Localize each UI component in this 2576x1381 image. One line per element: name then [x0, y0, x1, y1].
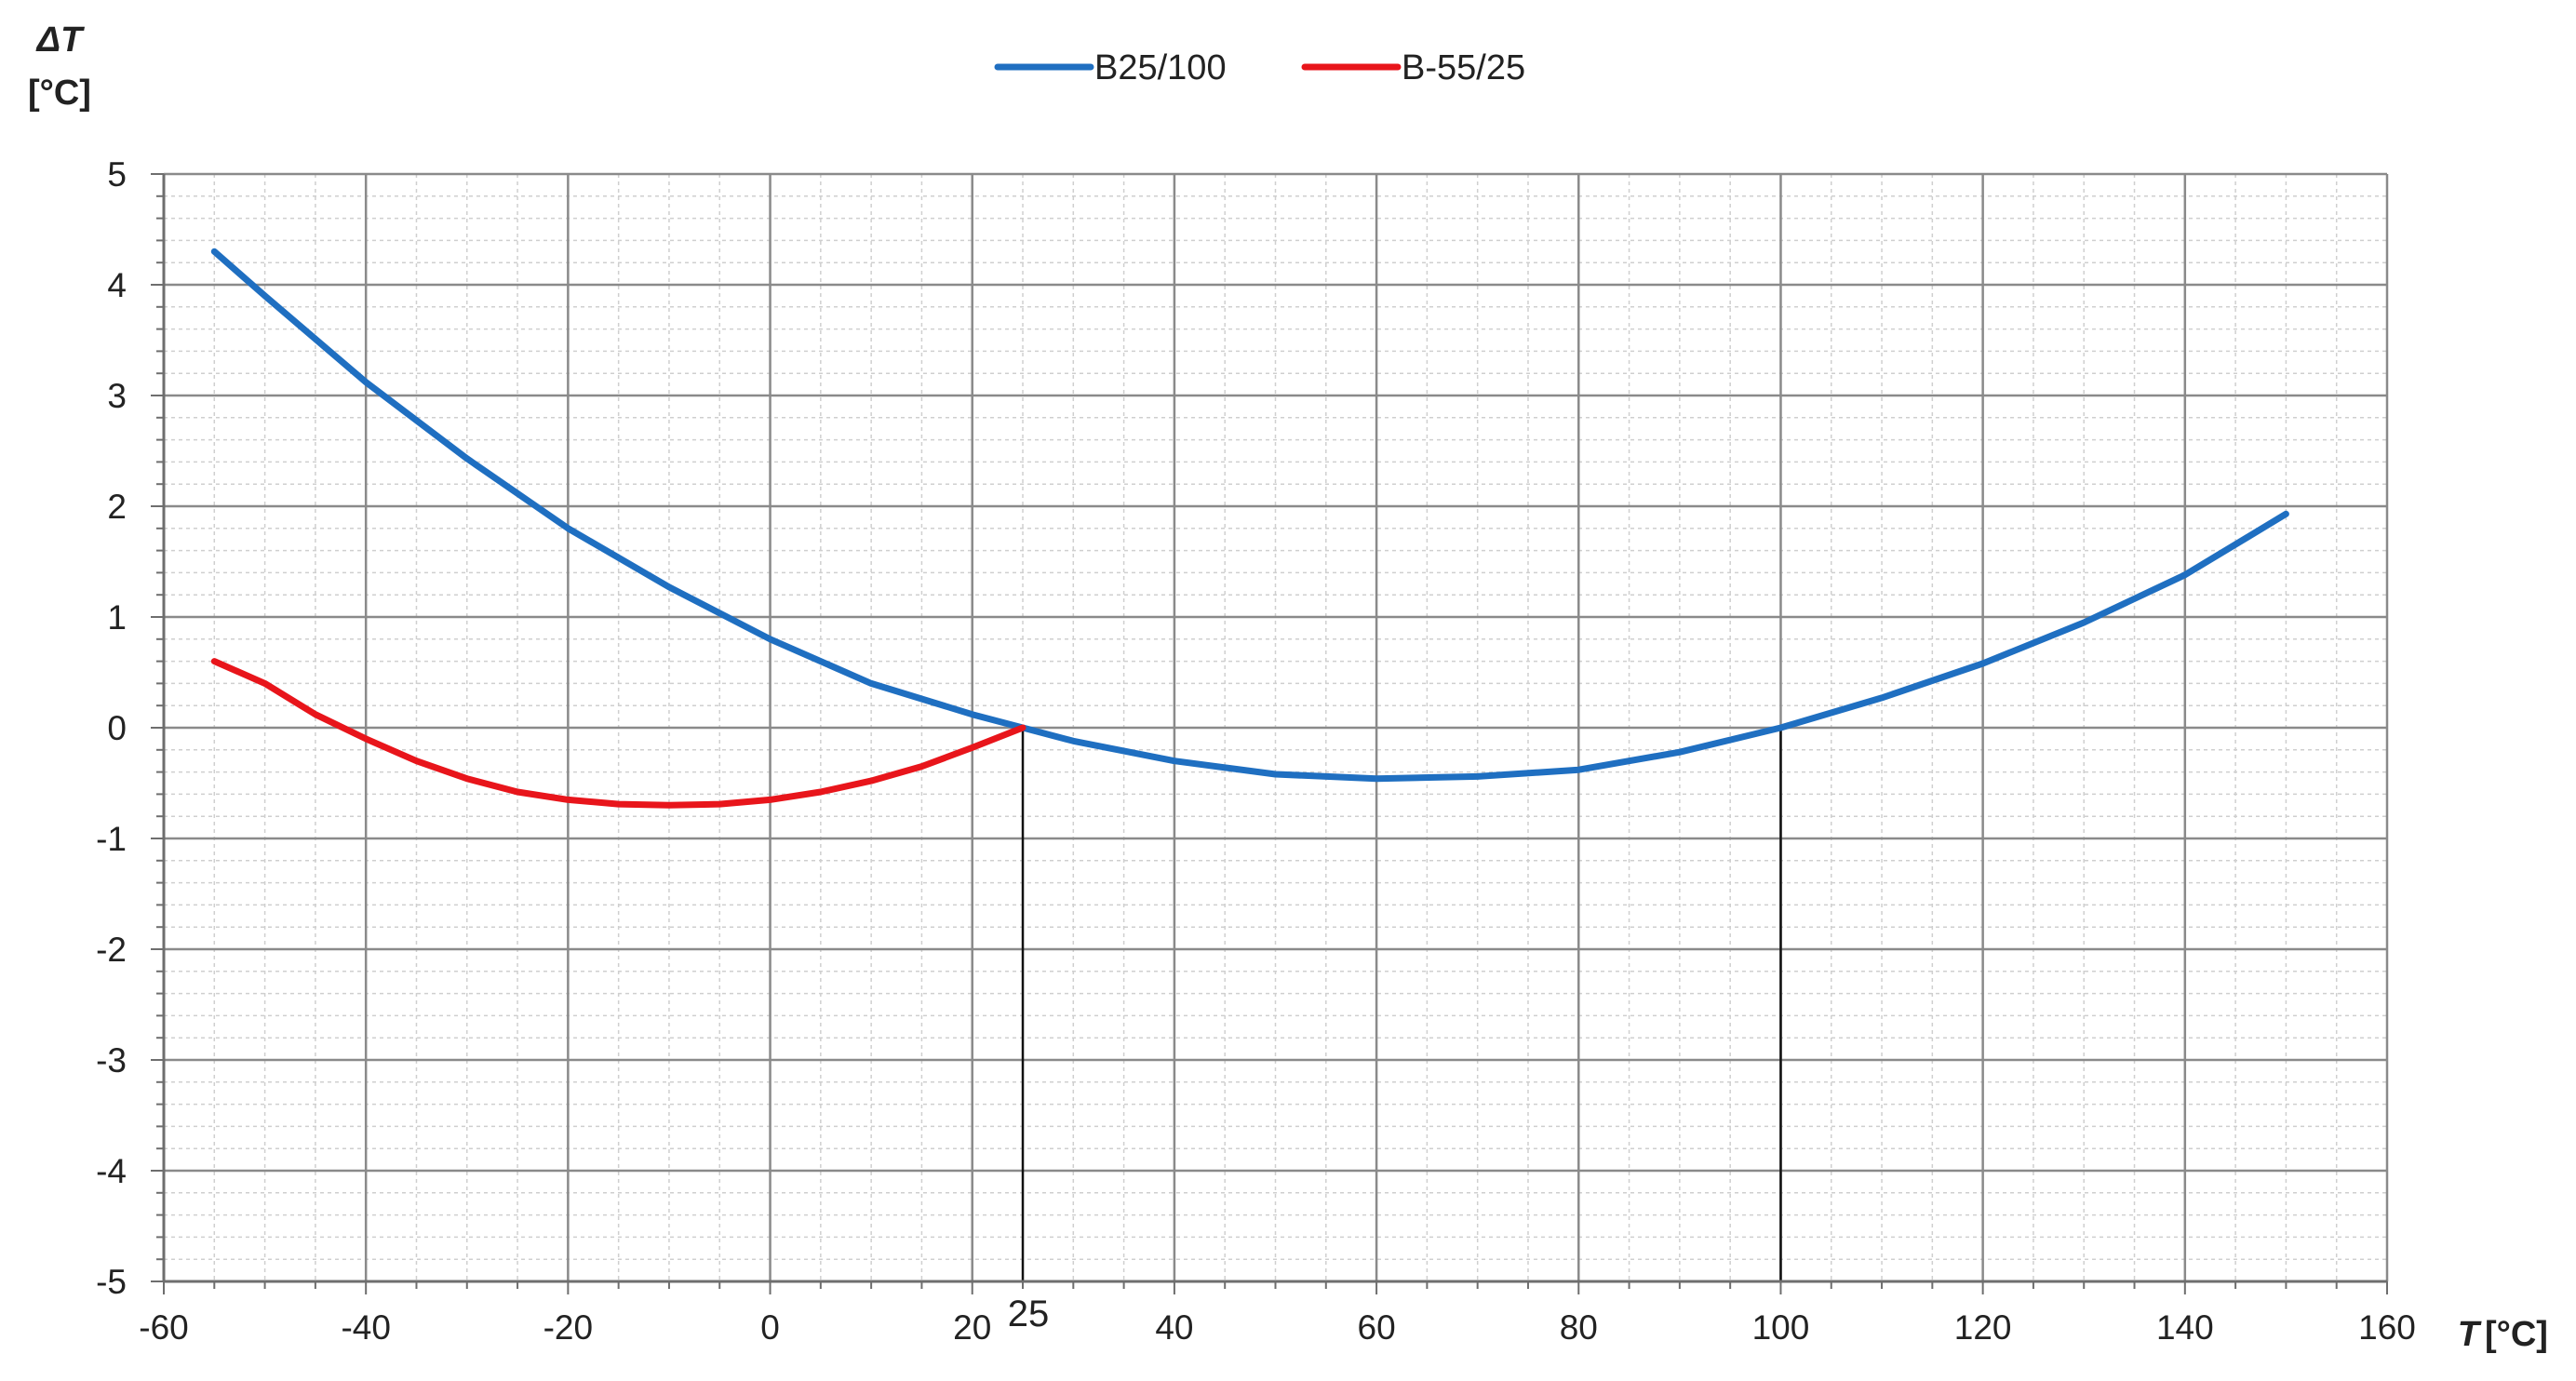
y-axis-title-unit: [°C]	[28, 74, 91, 113]
x-tick-label: 100	[1752, 1308, 1810, 1347]
y-tick-label: -2	[96, 931, 127, 969]
x-tick-label: -40	[341, 1308, 390, 1347]
y-tick-label: 2	[107, 488, 127, 526]
marker-label-x-25: 25	[1008, 1294, 1050, 1334]
y-tick-label: -3	[96, 1041, 127, 1079]
x-tick-label: 160	[2358, 1308, 2416, 1347]
y-tick-label: -1	[96, 820, 127, 858]
series-line-B-55-25	[210, 658, 1026, 809]
legend-label: B-55/25	[1402, 48, 1525, 87]
x-tick-label: 0	[760, 1308, 780, 1347]
x-tick-label: -20	[543, 1308, 593, 1347]
legend-label: B25/100	[1094, 48, 1227, 87]
y-tick-label: 0	[107, 709, 127, 747]
y-tick-label: -4	[96, 1152, 127, 1190]
x-tick-label: 80	[1560, 1308, 1598, 1347]
x-tick-labels: -60 -40 -20 0 20 40 60 80 100 120 140 160	[139, 1308, 2416, 1347]
x-tick-label: 120	[1954, 1308, 2012, 1347]
y-tick-label: -5	[96, 1263, 127, 1301]
legend: B25/100 B-55/25	[994, 48, 1525, 87]
x-tick-label: 20	[953, 1308, 991, 1347]
y-axis-title-symbol: ΔT	[35, 20, 86, 60]
x-tick-label: 140	[2156, 1308, 2214, 1347]
series-line-B25-100	[210, 248, 2289, 783]
y-tick-labels: 5 4 3 2 1 0 -1 -2 -3 -4 -5	[96, 155, 127, 1301]
x-tick-label: -60	[139, 1308, 188, 1347]
x-tick-label: 40	[1155, 1308, 1193, 1347]
y-tick-label: 4	[107, 266, 127, 304]
x-axis-title-unit: [°C]	[2485, 1315, 2548, 1354]
axes	[151, 173, 2388, 1294]
x-axis-title-symbol: T	[2458, 1315, 2482, 1354]
y-tick-label: 3	[107, 377, 127, 415]
x-tick-label: 60	[1358, 1308, 1396, 1347]
series-lines	[210, 248, 2289, 809]
y-tick-label: 5	[107, 155, 127, 194]
marker-lines: 25	[1008, 728, 1782, 1334]
y-tick-label: 1	[107, 598, 127, 637]
